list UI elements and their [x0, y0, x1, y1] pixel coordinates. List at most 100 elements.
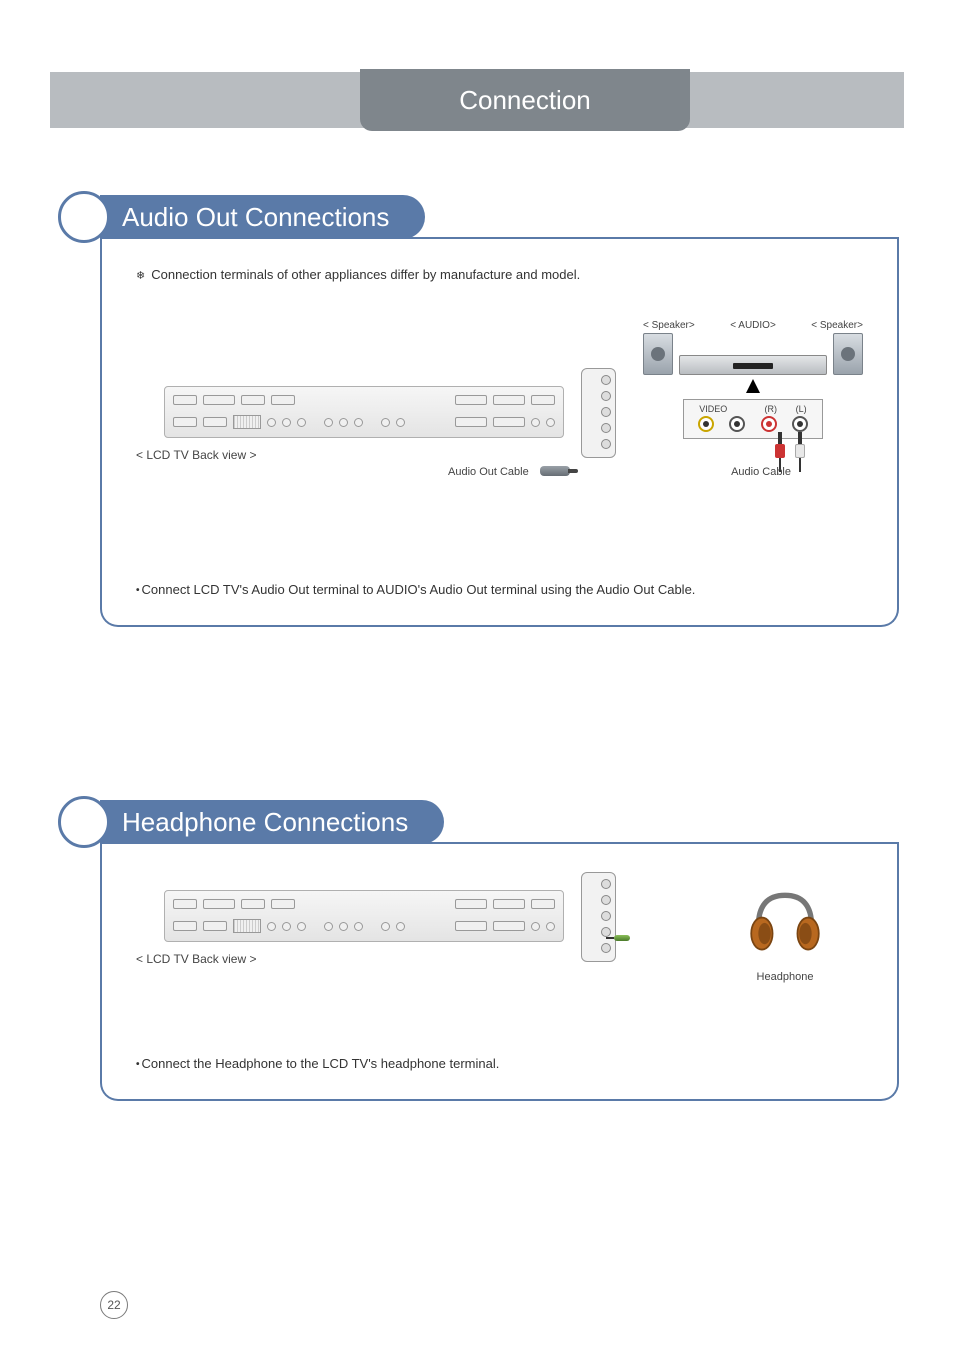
instruction-text: •Connect the Headphone to the LCD TV's h… [136, 1056, 863, 1071]
jack-icon [324, 922, 333, 931]
tv-side-panel [581, 872, 616, 962]
speaker-icon [643, 333, 673, 375]
speaker-row [643, 333, 863, 375]
jack-icon [546, 418, 555, 427]
side-jack-icon [601, 927, 611, 937]
jack-icon [381, 418, 390, 427]
jack-label-video: VIDEO [699, 404, 727, 414]
vent-icon [233, 415, 261, 429]
page-number: 22 [100, 1291, 128, 1319]
rca-jack-grey-icon [729, 416, 745, 432]
rca-jack-yellow-icon [698, 416, 714, 432]
side-jack-icon [601, 439, 611, 449]
jack-icon [267, 922, 276, 931]
tv-back-label: < LCD TV Back view > [136, 952, 257, 966]
jack-icon [267, 418, 276, 427]
jack-icon [297, 418, 306, 427]
section-title: Headphone Connections [122, 807, 408, 838]
port-icon [241, 899, 265, 909]
port-icon [173, 395, 197, 405]
headphone-icon [740, 882, 830, 962]
headphone-label: Headphone [725, 971, 845, 983]
rca-jack-white-icon [792, 416, 808, 432]
port-icon [455, 417, 487, 427]
jack-icon [354, 418, 363, 427]
section-title: Audio Out Connections [122, 202, 389, 233]
side-jack-icon [601, 879, 611, 889]
audio-out-cable-label: Audio Out Cable [448, 466, 529, 478]
snowflake-icon: ❄ [136, 270, 145, 282]
side-jack-icon [601, 943, 611, 953]
jack-labels: VIDEO (R) (L) [690, 404, 816, 414]
port-icon [203, 899, 235, 909]
bullet-icon: • [136, 1059, 140, 1070]
jack-row [690, 416, 816, 432]
jack-icon [297, 922, 306, 931]
jack-icon [531, 922, 540, 931]
side-jack-icon [601, 375, 611, 385]
jack-icon [282, 922, 291, 931]
audio-cable-label: Audio Cable [731, 466, 791, 478]
jack-icon [339, 418, 348, 427]
side-jack-icon [601, 911, 611, 921]
rca-plug-white-icon [795, 432, 805, 472]
jack-icon [381, 922, 390, 931]
port-icon [455, 899, 487, 909]
bullet-icon: • [136, 585, 140, 596]
note-text: ❄ Connection terminals of other appliance… [136, 267, 863, 282]
cable-plug-icon [540, 460, 580, 482]
speaker-icon [833, 333, 863, 375]
jack-icon [354, 922, 363, 931]
jack-icon [531, 418, 540, 427]
port-icon [173, 899, 197, 909]
page-title-tab: Connection [360, 69, 690, 131]
instruction-content: Connect the Headphone to the LCD TV's he… [142, 1056, 500, 1071]
port-icon [493, 417, 525, 427]
port-icon [203, 395, 235, 405]
section-body: ❄ Connection terminals of other appliance… [100, 239, 899, 627]
header-bullet-circle [58, 191, 110, 243]
tv-back-label: < LCD TV Back view > [136, 448, 257, 462]
page-top-bar: Connection [50, 72, 904, 128]
jack-icon [282, 418, 291, 427]
tv-port-row-top [173, 393, 555, 407]
audio-amplifier-icon [679, 355, 827, 375]
jack-icon [396, 922, 405, 931]
port-icon [455, 395, 487, 405]
section-audio-out: Audio Out Connections ❄ Connection termin… [100, 195, 899, 627]
page-number-wrap: 22 [100, 1291, 128, 1319]
port-icon [203, 417, 227, 427]
tv-port-row-bottom [173, 413, 555, 431]
jack-label-l: (L) [796, 404, 807, 414]
vent-icon [233, 919, 261, 933]
port-icon [173, 921, 197, 931]
headphone-plug-icon [614, 930, 630, 946]
port-icon [241, 395, 265, 405]
port-icon [271, 899, 295, 909]
section-header: Headphone Connections [100, 800, 899, 844]
page-title: Connection [459, 85, 591, 116]
tv-back-panel [164, 890, 564, 942]
audio-device-group: < Speaker> < AUDIO> < Speaker> VIDEO (R)… [643, 320, 863, 439]
speaker-labels: < Speaker> < AUDIO> < Speaker> [643, 320, 863, 331]
audio-device-label: < AUDIO> [730, 320, 776, 331]
port-icon [493, 899, 525, 909]
tv-side-panel [581, 368, 616, 458]
note-content: Connection terminals of other appliances… [151, 267, 580, 282]
tv-port-row-top [173, 897, 555, 911]
side-jack-icon [601, 391, 611, 401]
rca-jack-red-icon [761, 416, 777, 432]
jack-label-r: (R) [765, 404, 778, 414]
section-header: Audio Out Connections [100, 195, 899, 239]
side-jack-icon [601, 423, 611, 433]
header-bullet-circle [58, 796, 110, 848]
port-icon [271, 395, 295, 405]
speaker-right-label: < Speaker> [811, 320, 863, 331]
side-jack-icon [601, 407, 611, 417]
jack-icon [546, 922, 555, 931]
headphone-diagram: < LCD TV Back view > Headpho [136, 872, 863, 1002]
header-banner: Headphone Connections [100, 800, 444, 844]
section-headphone: Headphone Connections [100, 800, 899, 1101]
tv-port-row-bottom [173, 917, 555, 935]
arrow-up-icon [746, 379, 760, 393]
